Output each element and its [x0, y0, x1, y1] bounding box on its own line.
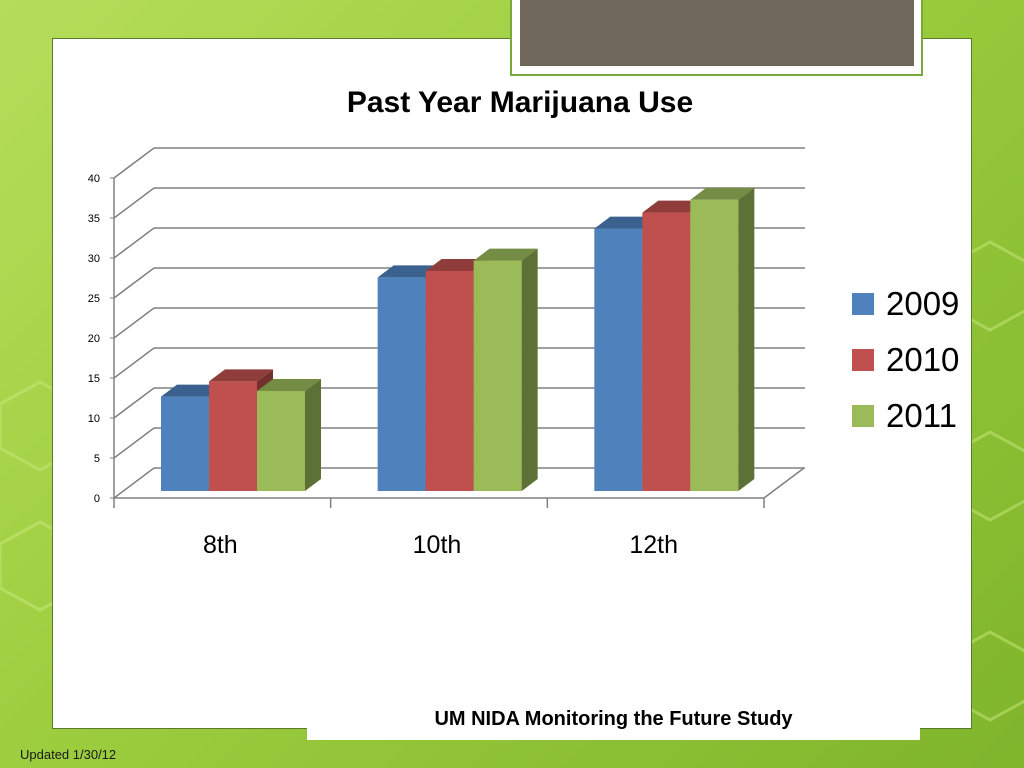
legend-label-2010: 2010 [886, 341, 960, 378]
bar-2009-12th [594, 228, 643, 491]
x-tick-label: 12th [629, 531, 678, 559]
updated-date: Updated 1/30/12 [20, 747, 117, 762]
legend-swatch-2009 [852, 293, 874, 315]
bar-2011-8th [257, 391, 305, 491]
footer-box [307, 700, 920, 740]
chart-title: Past Year Marijuana Use [346, 86, 694, 119]
bar-top-2010-8th [209, 369, 273, 382]
y-tick-label: 40 [88, 173, 100, 185]
bar-2010-8th [209, 381, 257, 491]
bar-2009-8th [161, 396, 209, 491]
y-tick-label: 20 [88, 333, 100, 345]
bar-2010-12th [642, 212, 691, 491]
bar-top-2011-12th [690, 187, 755, 200]
gridline-depth [113, 307, 155, 339]
bar-top-2011-8th [257, 379, 321, 391]
gridline-depth [113, 387, 155, 419]
bar-side-2011-8th [305, 379, 321, 491]
legend-item-2009: 2009 [852, 276, 959, 332]
y-tick-label: 25 [88, 293, 100, 305]
y-tick-label: 35 [88, 213, 100, 225]
legend-item-2011: 2011 [852, 388, 959, 444]
y-tick-label: 15 [88, 373, 100, 385]
bar-2010-10th [425, 271, 474, 491]
gridline-depth [113, 227, 155, 259]
y-tick-label: 5 [94, 453, 100, 465]
y-tick-label: 30 [88, 253, 100, 265]
gridline-depth [113, 347, 155, 379]
legend-label-2009: 2009 [886, 285, 960, 322]
footer-source: UM NIDA Monitoring the Future Study [434, 708, 793, 730]
bar-2011-10th [473, 260, 522, 491]
legend-label-2011: 2011 [886, 397, 957, 434]
legend-swatch-2010 [852, 349, 874, 371]
gridline-depth [113, 147, 155, 179]
bar-side-2011-10th [521, 248, 538, 491]
bar-top-2011-10th [473, 248, 538, 261]
gridline-depth [113, 427, 155, 459]
gridline-depth [113, 267, 155, 299]
legend-swatch-2011 [852, 405, 874, 427]
y-tick-label: 0 [94, 493, 100, 505]
header-tab-fill [520, 0, 914, 66]
chart-legend: 2009 2010 2011 [852, 276, 959, 444]
x-tick-label: 8th [203, 531, 238, 559]
bar-2011-12th [690, 199, 739, 492]
gridline-depth [113, 187, 155, 219]
x-tick-label: 10th [413, 531, 462, 559]
floor-right-edge [763, 467, 805, 499]
y-tick-label: 10 [88, 413, 100, 425]
legend-item-2010: 2010 [852, 332, 959, 388]
gridline-depth [113, 467, 155, 499]
bar-side-2011-12th [738, 187, 755, 492]
bar-2009-10th [377, 277, 426, 491]
